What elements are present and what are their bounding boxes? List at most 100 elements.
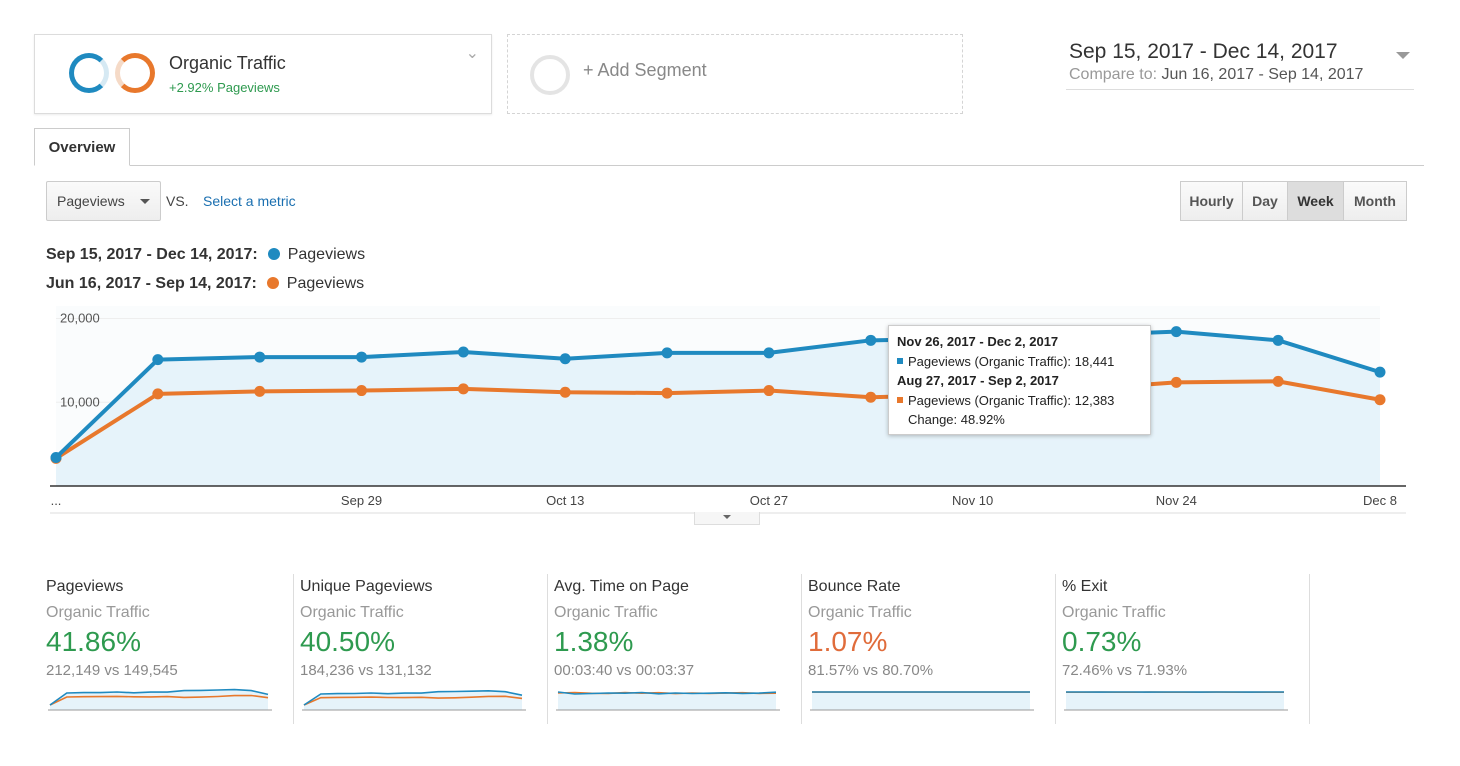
- previous-series-point[interactable]: [254, 385, 266, 397]
- segment-subtitle: +2.92% Pageviews: [169, 80, 280, 95]
- scorecard-change: 40.50%: [300, 626, 395, 657]
- divider: [1066, 89, 1414, 90]
- collapse-chart-toggle[interactable]: [694, 512, 760, 525]
- scorecard-title: Avg. Time on Page: [554, 578, 689, 595]
- scorecard-title: Unique Pageviews: [300, 578, 433, 595]
- previous-series-point[interactable]: [152, 388, 164, 400]
- divider: [547, 574, 548, 724]
- caret-down-icon: [723, 515, 731, 519]
- x-tick-label: Nov 10: [952, 493, 993, 508]
- sparkline: [1064, 691, 1288, 711]
- current-series-line: [54, 329, 1381, 459]
- legend-dot-current: [267, 248, 280, 260]
- scorecard-avg-time-on-page[interactable]: Avg. Time on Page Organic Traffic 1.38% …: [554, 574, 808, 724]
- current-series-point[interactable]: [661, 347, 673, 359]
- scorecard-pageviews[interactable]: Pageviews Organic Traffic 41.86% 212,149…: [46, 574, 300, 724]
- current-series-point[interactable]: [1170, 326, 1182, 338]
- y-tick-label: 10,000: [60, 394, 100, 409]
- donut-chart-icon: [115, 53, 155, 93]
- segment-organic-traffic[interactable]: Organic Traffic +2.92% Pageviews ⌄: [34, 34, 492, 114]
- sparkline-area: [304, 690, 522, 710]
- vs-label: VS.: [166, 193, 189, 209]
- sparkline-area: [558, 692, 776, 710]
- current-series-point[interactable]: [50, 452, 62, 464]
- current-series-point[interactable]: [1374, 366, 1386, 378]
- caret-down-icon: [140, 199, 150, 204]
- scorecard-unique-pageviews[interactable]: Unique Pageviews Organic Traffic 40.50% …: [300, 574, 554, 724]
- scorecard-bounce-rate[interactable]: Bounce Rate Organic Traffic 1.07% 81.57%…: [808, 574, 1062, 724]
- add-segment-label: + Add Segment: [583, 60, 707, 80]
- date-range-picker[interactable]: Sep 15, 2017 - Dec 14, 2017: [1069, 40, 1338, 63]
- scorecard-segment: Organic Traffic: [46, 604, 150, 621]
- scorecard-change: 0.73%: [1062, 626, 1142, 657]
- current-series-point[interactable]: [559, 353, 571, 365]
- scorecard-change: 1.38%: [554, 626, 634, 657]
- metric-select[interactable]: Pageviews: [46, 181, 161, 221]
- granularity-day-button[interactable]: Day: [1242, 181, 1288, 221]
- tooltip-current-line: Pageviews (Organic Traffic): 18,441: [897, 352, 1142, 372]
- tooltip-previous-line: Pageviews (Organic Traffic): 12,383: [897, 391, 1142, 411]
- current-series-point[interactable]: [152, 354, 164, 366]
- tooltip-previous-range: Aug 27, 2017 - Sep 2, 2017: [897, 373, 1059, 388]
- current-series-point[interactable]: [254, 351, 266, 363]
- current-series-point[interactable]: [865, 334, 877, 346]
- previous-series-point[interactable]: [1170, 376, 1182, 388]
- previous-series-point[interactable]: [457, 383, 469, 395]
- previous-series-point[interactable]: [865, 391, 877, 403]
- empty-circle-icon: [530, 55, 570, 95]
- current-series-point[interactable]: [763, 347, 775, 359]
- previous-series-point[interactable]: [356, 385, 368, 397]
- tooltip-change: Change: 48.92%: [908, 412, 1005, 427]
- scorecard-comparison: 212,149 vs 149,545: [46, 662, 178, 679]
- compare-label: Compare to:: [1069, 66, 1158, 83]
- tab-overview[interactable]: Overview: [34, 128, 130, 166]
- scorecard-change: 1.07%: [808, 626, 888, 657]
- divider: [1055, 574, 1056, 724]
- current-series-point[interactable]: [356, 351, 368, 363]
- sparkline-area: [812, 692, 1030, 710]
- legend-metric: Pageviews: [286, 275, 365, 292]
- segment-title: Organic Traffic: [169, 53, 286, 73]
- granularity-hourly-button[interactable]: Hourly: [1180, 181, 1243, 221]
- previous-series-point[interactable]: [661, 387, 673, 399]
- previous-series-point[interactable]: [1374, 394, 1386, 406]
- scorecard-comparison: 184,236 vs 131,132: [300, 662, 432, 679]
- sparkline-current: [49, 688, 269, 706]
- chart-tooltip: Nov 26, 2017 - Dec 2, 2017 Pageviews (Or…: [888, 325, 1151, 435]
- current-series-point[interactable]: [457, 346, 469, 358]
- tooltip-current-value: Pageviews (Organic Traffic): 18,441: [908, 353, 1115, 369]
- x-tick-label: Oct 13: [546, 493, 584, 508]
- tooltip-current-range: Nov 26, 2017 - Dec 2, 2017: [897, 334, 1059, 349]
- add-segment-button[interactable]: + Add Segment: [507, 34, 963, 114]
- current-series-point[interactable]: [1272, 334, 1284, 346]
- chevron-down-icon[interactable]: ⌄: [465, 45, 479, 62]
- select-metric-link[interactable]: Select a metric: [203, 193, 296, 209]
- scorecard-comparison: 00:03:40 vs 00:03:37: [554, 662, 695, 679]
- previous-series-line: [54, 379, 1381, 461]
- scorecard-comparison: 72.46% vs 71.93%: [1062, 662, 1188, 679]
- previous-series-point[interactable]: [1272, 375, 1284, 387]
- y-tick-label: 20,000: [60, 311, 100, 326]
- compare-value: Jun 16, 2017 - Sep 14, 2017: [1161, 66, 1364, 83]
- sparkline: [302, 689, 526, 711]
- previous-series-point[interactable]: [559, 386, 571, 398]
- granularity-month-button[interactable]: Month: [1343, 181, 1407, 221]
- x-tick-label: Dec 8: [1363, 493, 1397, 508]
- legend-metric: Pageviews: [287, 246, 366, 263]
- pageviews-line-chart[interactable]: 20,000 10,000... Sep 29 Oct 13 Oct 27 Nov 10 N…: [46, 300, 1408, 515]
- tooltip-previous-value: Pageviews (Organic Traffic): 12,383: [908, 392, 1115, 408]
- square-icon: [897, 396, 903, 403]
- previous-series-point[interactable]: [763, 385, 775, 397]
- date-dropdown-arrow-icon[interactable]: [1396, 52, 1410, 59]
- sparkline-previous: [303, 695, 523, 706]
- sparkline-area: [50, 689, 268, 710]
- legend-current: Sep 15, 2017 - Dec 14, 2017: Pageviews: [46, 246, 365, 264]
- scorecard-title: Pageviews: [46, 578, 124, 595]
- sparkline-current: [303, 689, 523, 706]
- scorecard-exit[interactable]: % Exit Organic Traffic 0.73% 72.46% vs 7…: [1062, 574, 1316, 724]
- sparkline-previous: [49, 694, 269, 706]
- granularity-week-button[interactable]: Week: [1287, 181, 1344, 221]
- divider: [34, 165, 1424, 166]
- scorecard-segment: Organic Traffic: [300, 604, 404, 621]
- x-tick-label: Oct 27: [750, 493, 788, 508]
